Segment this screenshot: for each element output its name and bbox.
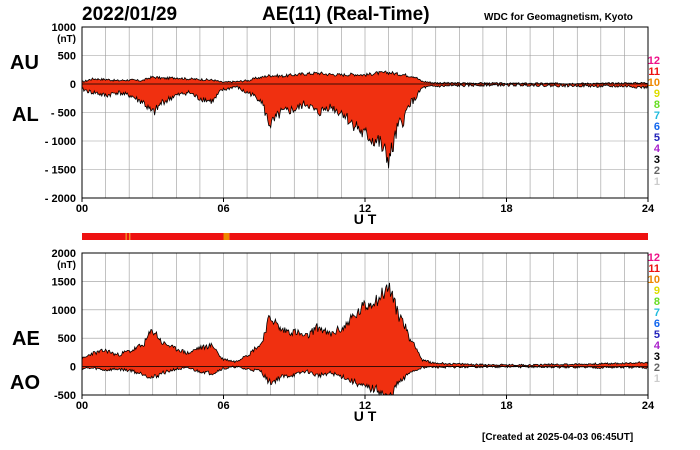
legend-count-1: 1	[653, 176, 660, 188]
legend-count-3: 3	[653, 154, 660, 166]
station-bar-segment	[229, 233, 649, 240]
station-bar-segment	[126, 233, 130, 240]
station-count-legend-top: 12 11 10 9 8 7 6 5 4 3 2 1	[640, 56, 660, 188]
station-bar-segment	[82, 233, 126, 240]
x-tick-label: 18	[500, 203, 512, 215]
legend-count-2: 2	[653, 362, 660, 374]
organization-label: WDC for Geomagnetism, Kyoto	[484, 12, 633, 23]
au-al-panel: 1000 500 0 - 500 - 1000 - 1500 - 2000 (nT) 00 06 1…	[45, 22, 655, 227]
x-tick-label: 24	[642, 400, 655, 412]
legend-count-2: 2	[653, 165, 660, 177]
legend-count-4: 4	[653, 143, 660, 155]
legend-count-10: 10	[647, 77, 660, 89]
x-axis-label: U T	[354, 408, 377, 424]
legend-count-9: 9	[653, 285, 660, 297]
y-tick-label: 500	[58, 51, 76, 63]
legend-count-9: 9	[653, 88, 660, 100]
y-tick-label: 0	[70, 79, 76, 91]
y-tick-label: - 500	[51, 108, 76, 120]
au-label: AU	[10, 52, 39, 74]
legend-count-6: 6	[653, 318, 660, 330]
x-tick-label: 24	[642, 203, 655, 215]
x-tick-label: 12	[359, 400, 371, 412]
legend-count-11: 11	[648, 263, 660, 275]
y-tick-label: 1000	[52, 305, 76, 317]
legend-count-10: 10	[647, 274, 660, 286]
legend-count-7: 7	[653, 110, 660, 122]
ae-ao-panel: 2000 1500 1000 500 0 -500 (nT) 00 06 12 18 24 U T	[52, 248, 655, 424]
created-timestamp: [Created at 2025-04-03 06:45UT]	[482, 432, 634, 443]
al-label: AL	[12, 104, 39, 126]
x-tick-label: 06	[217, 400, 229, 412]
legend-count-5: 5	[653, 132, 660, 144]
legend-count-7: 7	[653, 307, 660, 319]
ao-label: AO	[10, 372, 40, 394]
station-bar-segment	[223, 233, 230, 240]
legend-count-1: 1	[653, 373, 660, 385]
station-bar-segment	[130, 233, 224, 240]
y-unit-label: (nT)	[57, 34, 76, 45]
y-tick-label: -500	[54, 390, 76, 402]
y-unit-label: (nT)	[57, 260, 76, 271]
y-tick-label: 1000	[52, 22, 76, 34]
legend-count-8: 8	[653, 99, 660, 111]
x-tick-label: 00	[76, 203, 88, 215]
station-bar-segment	[125, 233, 127, 240]
legend-count-6: 6	[653, 121, 660, 133]
y-tick-label: - 1500	[45, 165, 76, 177]
legend-count-11: 11	[648, 66, 660, 78]
y-tick-label: 1500	[52, 276, 76, 288]
station-count-legend-bottom: 12 11 10 9 8 7 6 5 4 3 2 1	[640, 253, 660, 385]
x-tick-label: 00	[76, 400, 88, 412]
legend-count-4: 4	[653, 340, 660, 352]
legend-count-8: 8	[653, 296, 660, 308]
y-tick-label: 500	[58, 333, 76, 345]
y-tick-label: - 1000	[45, 136, 76, 148]
chart-title: AE(11) (Real-Time)	[262, 4, 430, 25]
ae-label: AE	[12, 328, 40, 350]
y-tick-label: 0	[70, 362, 76, 374]
x-tick-label: 12	[359, 203, 371, 215]
station-bar-segment	[129, 233, 131, 240]
station-count-bar	[82, 233, 649, 240]
y-tick-label: 2000	[52, 248, 76, 260]
x-tick-label: 06	[217, 203, 229, 215]
x-tick-label: 18	[500, 400, 512, 412]
legend-count-12: 12	[647, 252, 660, 264]
legend-count-3: 3	[653, 351, 660, 363]
legend-count-5: 5	[653, 329, 660, 341]
chart-date: 2022/01/29	[82, 4, 178, 25]
x-axis-label: U T	[354, 211, 377, 227]
y-tick-label: - 2000	[45, 193, 76, 205]
legend-count-12: 12	[647, 55, 660, 67]
